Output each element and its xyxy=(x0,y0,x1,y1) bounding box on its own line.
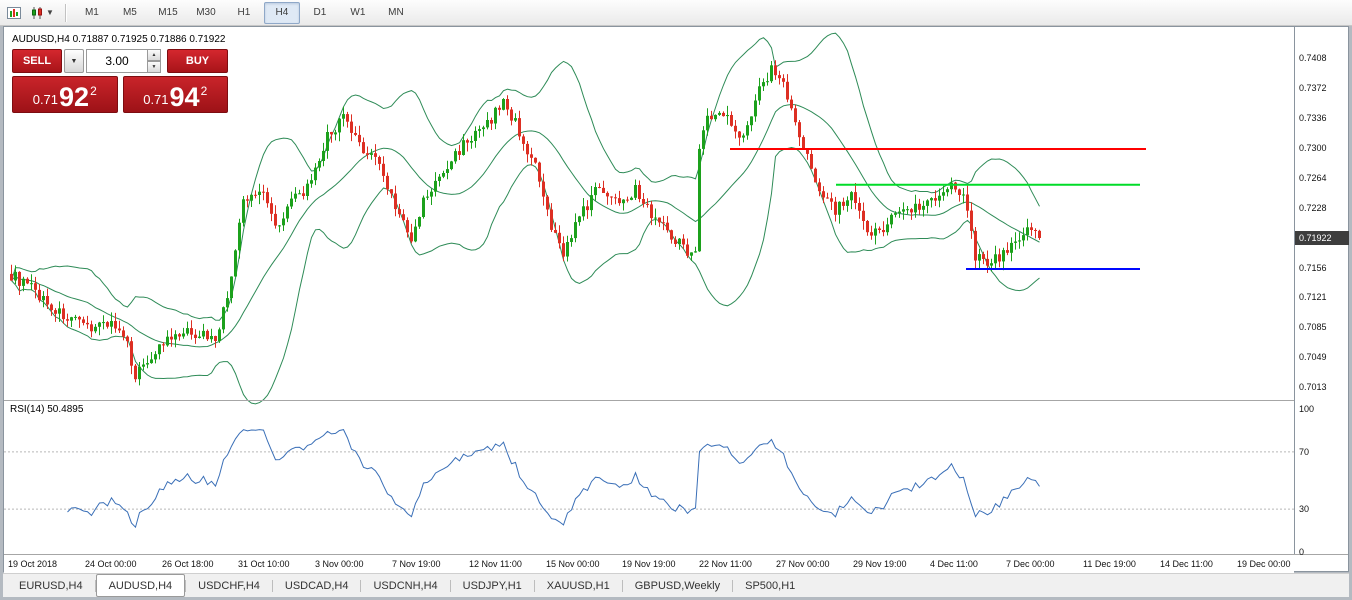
timeframe-button-d1[interactable]: D1 xyxy=(313,7,327,18)
chart-tab-usdcnh[interactable]: USDCNH,H4 xyxy=(373,579,438,592)
time-axis-label: 12 Nov 11:00 xyxy=(469,559,522,569)
time-axis-separator xyxy=(4,554,1348,555)
lot-increase-button[interactable]: ▲ xyxy=(148,49,161,61)
time-axis-label: 19 Dec 00:00 xyxy=(1237,559,1291,569)
time-axis-label: 22 Nov 11:00 xyxy=(699,559,752,569)
bid-prefix: 0.71 xyxy=(32,92,59,107)
timeframe-button-m15[interactable]: M15 xyxy=(158,7,178,18)
time-axis-label: 19 Oct 2018 xyxy=(8,559,58,569)
one-click-trade-panel: SELL ▼ ▲ ▼ BUY 0.71 92 2 0.71 94 2 xyxy=(12,49,228,113)
pane-resize-separator[interactable] xyxy=(4,400,1348,401)
price-axis-label: 0.7372 xyxy=(1299,83,1327,93)
ask-prefix: 0.71 xyxy=(143,92,169,107)
timeframe-button-m1[interactable]: M1 xyxy=(84,7,99,18)
ask-price-display[interactable]: 0.71 94 2 xyxy=(122,76,228,113)
ask-sup-digit: 2 xyxy=(200,84,208,98)
sell-button[interactable]: SELL xyxy=(12,49,62,73)
time-axis-label: 4 Dec 11:00 xyxy=(930,559,978,569)
time-axis-label: 31 Oct 10:00 xyxy=(238,559,290,569)
price-axis-label: 0.7264 xyxy=(1299,173,1327,183)
tab-separator xyxy=(271,579,273,592)
chart-window-icon[interactable] xyxy=(3,2,25,24)
price-axis-label: 0.7085 xyxy=(1299,322,1327,332)
time-axis-label: 7 Dec 00:00 xyxy=(1006,559,1055,569)
time-axis-label: 11 Dec 19:00 xyxy=(1083,559,1136,569)
chart-tab-usdcad[interactable]: USDCAD,H4 xyxy=(284,579,349,592)
current-price-marker: 0.71922 xyxy=(1295,231,1349,245)
lot-size-stepper: ▲ ▼ xyxy=(86,49,161,73)
time-axis-label: 15 Nov 00:00 xyxy=(546,559,600,569)
chevron-down-icon: ▼ xyxy=(46,8,54,17)
mini-chart-icon xyxy=(7,6,21,19)
price-axis-label: 0.7336 xyxy=(1299,113,1327,123)
price-axis-label: 0.7121 xyxy=(1299,292,1327,302)
time-axis-label: 3 Nov 00:00 xyxy=(315,559,364,569)
chart-tab-sp500[interactable]: SP500,H1 xyxy=(745,579,796,592)
rsi-pane xyxy=(4,429,1294,529)
price-axis-label: 0.7228 xyxy=(1299,203,1327,213)
time-axis-label: 14 Dec 11:00 xyxy=(1160,559,1213,569)
chart-window: AUDUSD,H4 0.71887 0.71925 0.71886 0.7192… xyxy=(3,26,1349,573)
lot-decrease-button[interactable]: ▼ xyxy=(148,61,161,73)
lot-dropdown-button[interactable]: ▼ xyxy=(64,49,84,73)
time-axis-label: 19 Nov 19:00 xyxy=(622,559,676,569)
price-axis-label: 0.7013 xyxy=(1299,382,1327,392)
tab-separator xyxy=(533,579,535,592)
bid-price-display[interactable]: 0.71 92 2 xyxy=(12,76,118,113)
price-axis-label: 0.7408 xyxy=(1299,53,1327,63)
time-axis-label: 7 Nov 19:00 xyxy=(392,559,441,569)
timeframe-button-mn[interactable]: MN xyxy=(388,7,404,18)
buy-button[interactable]: BUY xyxy=(167,49,228,73)
time-axis-label: 26 Oct 18:00 xyxy=(162,559,214,569)
rsi-axis-label: 70 xyxy=(1299,447,1310,457)
toolbar-separator xyxy=(64,3,67,22)
bid-sup-digit: 2 xyxy=(90,84,97,98)
tab-separator xyxy=(449,579,451,592)
time-axis[interactable]: 19 Oct 2018 24 Oct 00:00 26 Oct 18:00 31 Oc… xyxy=(4,555,1294,573)
timeframe-toolbar: ▼ M1 M5 M15 M30 H1 H4 D1 W1 MN xyxy=(0,0,1352,26)
chart-tab-usdjpy[interactable]: USDJPY,H1 xyxy=(462,579,522,592)
rsi-axis-label: 30 xyxy=(1299,504,1310,514)
ask-big-digits: 94 xyxy=(169,82,200,112)
tab-separator xyxy=(360,579,362,592)
candlestick-icon xyxy=(32,6,42,19)
chart-type-icon[interactable]: ▼ xyxy=(26,2,58,24)
chart-tab-xauusd[interactable]: XAUUSD,H1 xyxy=(546,579,610,592)
timeframe-button-m30[interactable]: M30 xyxy=(196,7,216,18)
chart-tab-eurusd[interactable]: EURUSD,H4 xyxy=(19,579,83,592)
tab-separator xyxy=(94,579,96,592)
chart-tab-usdchf[interactable]: USDCHF,H4 xyxy=(198,579,260,592)
timeframe-button-m5[interactable]: M5 xyxy=(122,7,137,18)
timeframe-button-w1[interactable]: W1 xyxy=(350,7,366,18)
price-axis-label: 0.7049 xyxy=(1299,352,1327,362)
price-axis[interactable]: 0.7408 0.7372 0.7336 0.7300 0.7264 0.7228 0.71… xyxy=(1294,27,1349,557)
chart-ohlc-title: AUDUSD,H4 0.71887 0.71925 0.71886 0.7192… xyxy=(12,34,226,45)
rsi-axis-label: 0 xyxy=(1299,547,1305,557)
time-axis-label: 29 Nov 19:00 xyxy=(853,559,907,569)
timeframe-button-h4[interactable]: H4 xyxy=(263,1,300,24)
price-axis-label: 0.7156 xyxy=(1299,263,1327,273)
lot-size-input[interactable] xyxy=(86,49,148,73)
price-axis-label: 0.7300 xyxy=(1299,143,1327,153)
rsi-indicator-label: RSI(14) 50.4895 xyxy=(10,404,84,415)
timeframe-buttons: M1 M5 M15 M30 H1 H4 D1 W1 MN xyxy=(73,1,415,24)
chart-tab-bar: EURUSD,H4 AUDUSD,H4 USDCHF,H4 USDCAD,H4 USDC… xyxy=(3,573,1349,597)
time-axis-label: 27 Nov 00:00 xyxy=(776,559,830,569)
tab-separator xyxy=(621,579,623,592)
price-chart-plot[interactable] xyxy=(4,27,1294,554)
chart-tab-audusd[interactable]: AUDUSD,H4 xyxy=(95,574,186,597)
time-axis-label: 24 Oct 00:00 xyxy=(85,559,137,569)
tab-separator xyxy=(732,579,734,592)
chart-tab-gbpusd[interactable]: GBPUSD,Weekly xyxy=(634,579,721,592)
tab-separator xyxy=(185,579,187,592)
rsi-axis-label: 100 xyxy=(1299,404,1315,414)
bid-big-digits: 92 xyxy=(59,82,90,112)
candlesticks xyxy=(10,60,1041,386)
chevron-down-icon: ▼ xyxy=(70,57,78,65)
timeframe-button-h1[interactable]: H1 xyxy=(237,7,251,18)
horizontal-line-objects[interactable] xyxy=(730,148,1146,270)
